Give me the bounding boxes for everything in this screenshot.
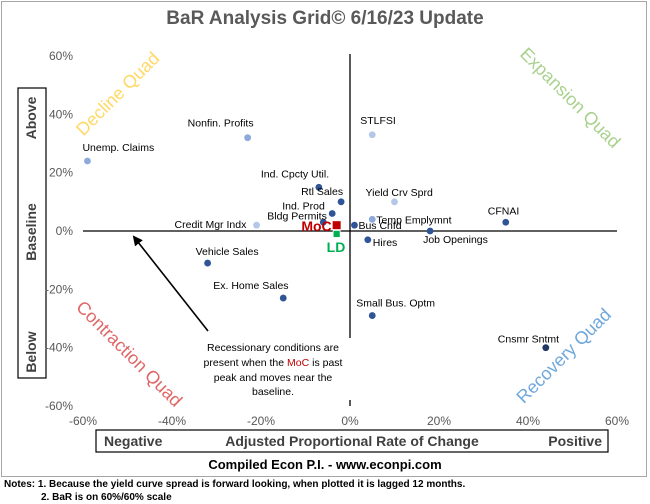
x-tick-label: -20%: [247, 414, 275, 428]
x-tick-label: 0%: [341, 414, 359, 428]
data-point: [391, 198, 398, 206]
data-point-label: Vehicle Sales: [196, 246, 259, 258]
data-point-label: Bldg Permits: [267, 210, 327, 222]
x-tick-label: 60%: [605, 414, 629, 428]
y-tick-label: 40%: [49, 107, 73, 121]
x-tick-label: 20%: [427, 414, 451, 428]
annotation-line: present when the MoC is past: [204, 357, 343, 369]
y-tick-label: 60%: [49, 49, 73, 63]
data-point: [279, 294, 287, 302]
y-tick-label: -40%: [45, 341, 73, 355]
data-point-label: Hires: [373, 237, 398, 249]
y-label-box: [17, 87, 47, 379]
x-tick-label: 40%: [516, 414, 540, 428]
note-1: Notes: 1. Because the yield curve spread…: [4, 479, 466, 490]
data-point-label: Bus Cnfd: [358, 220, 401, 232]
data-point-label: Nonfin. Profits: [188, 118, 254, 130]
note-2: 2. BaR is on 60%/60% scale: [41, 492, 172, 503]
data-point-label: STLFSI: [360, 115, 396, 127]
data-point-label: Job Openings: [423, 234, 488, 246]
moc-marker: [332, 221, 341, 230]
data-point-label: CFNAI: [488, 205, 520, 217]
x-tick-label: -60%: [69, 414, 97, 428]
data-point: [542, 344, 550, 352]
annotation-span: is past: [309, 357, 342, 369]
x-label-title: Adjusted Proportional Rate of Change: [225, 433, 479, 449]
quad-expansion: Expansion Quad: [516, 44, 624, 152]
x-label-positive: Positive: [548, 433, 602, 449]
x-tick-label: -40%: [158, 414, 186, 428]
quad-recovery: Recovery Quad: [512, 304, 615, 407]
data-point-label: Unemp. Claims: [82, 142, 154, 154]
data-point: [426, 227, 434, 235]
annotation-line: Recessionary conditions are: [207, 342, 339, 354]
x-label-box: [95, 429, 609, 453]
annotation-box: [193, 338, 353, 400]
data-point: [204, 259, 212, 267]
data-point-label: Credit Mgr Indx: [175, 219, 248, 231]
chart-frame: [1, 1, 647, 477]
data-point-label: Temp Emplymnt: [376, 214, 451, 226]
data-point: [319, 218, 327, 226]
y-tick-label: 0%: [56, 224, 74, 238]
annotation-arrow: [132, 235, 209, 332]
ld-marker: [332, 230, 341, 238]
data-point: [328, 210, 336, 217]
moc-label: MoC: [301, 218, 331, 234]
data-point-label: Ex. Home Sales: [213, 280, 288, 292]
annotation-line: peak and moves near the: [214, 372, 333, 384]
data-point: [502, 218, 510, 226]
y-tick-label: 20%: [49, 166, 73, 180]
data-point: [368, 312, 376, 319]
y-label-above: Above: [23, 96, 39, 139]
data-point: [315, 183, 323, 191]
ld-label: LD: [327, 239, 346, 255]
annotation-span: present when the: [204, 357, 287, 369]
data-point: [84, 157, 91, 165]
data-point: [253, 221, 260, 229]
scatter-chart: Above Baseline Below Negative Adjusted Propo…: [17, 44, 629, 472]
data-point-label: Small Bus. Optm: [356, 298, 435, 310]
y-tick-label: -60%: [45, 399, 73, 413]
chart-title: BaR Analysis Grid© 6/16/23 Update: [166, 8, 484, 29]
data-point: [244, 134, 252, 142]
data-point-label: Rtl Sales: [301, 186, 343, 198]
quad-contraction: Contraction Quad: [72, 297, 186, 411]
footer-credit: Compiled Econ P.I. - www.econpi.com: [208, 457, 441, 472]
data-point: [368, 215, 376, 223]
data-point-label: Ind. Prod: [282, 201, 325, 213]
data-point-label: Cnsmr Sntmt: [498, 334, 559, 346]
data-point: [337, 198, 345, 206]
data-point: [368, 131, 376, 139]
data-point: [364, 236, 372, 244]
data-point: [351, 221, 358, 229]
x-label-negative: Negative: [104, 433, 163, 449]
annotation-span: MoC: [287, 357, 310, 369]
y-label-below: Below: [23, 331, 39, 372]
quad-decline: Decline Quad: [72, 48, 163, 139]
annotation-line: baseline.: [252, 386, 294, 398]
y-label-baseline: Baseline: [23, 203, 39, 261]
data-point-label: Ind. Cpcty Util.: [261, 168, 329, 180]
y-tick-label: -20%: [45, 282, 73, 296]
data-point-label: Yield Crv Sprd: [366, 187, 433, 199]
